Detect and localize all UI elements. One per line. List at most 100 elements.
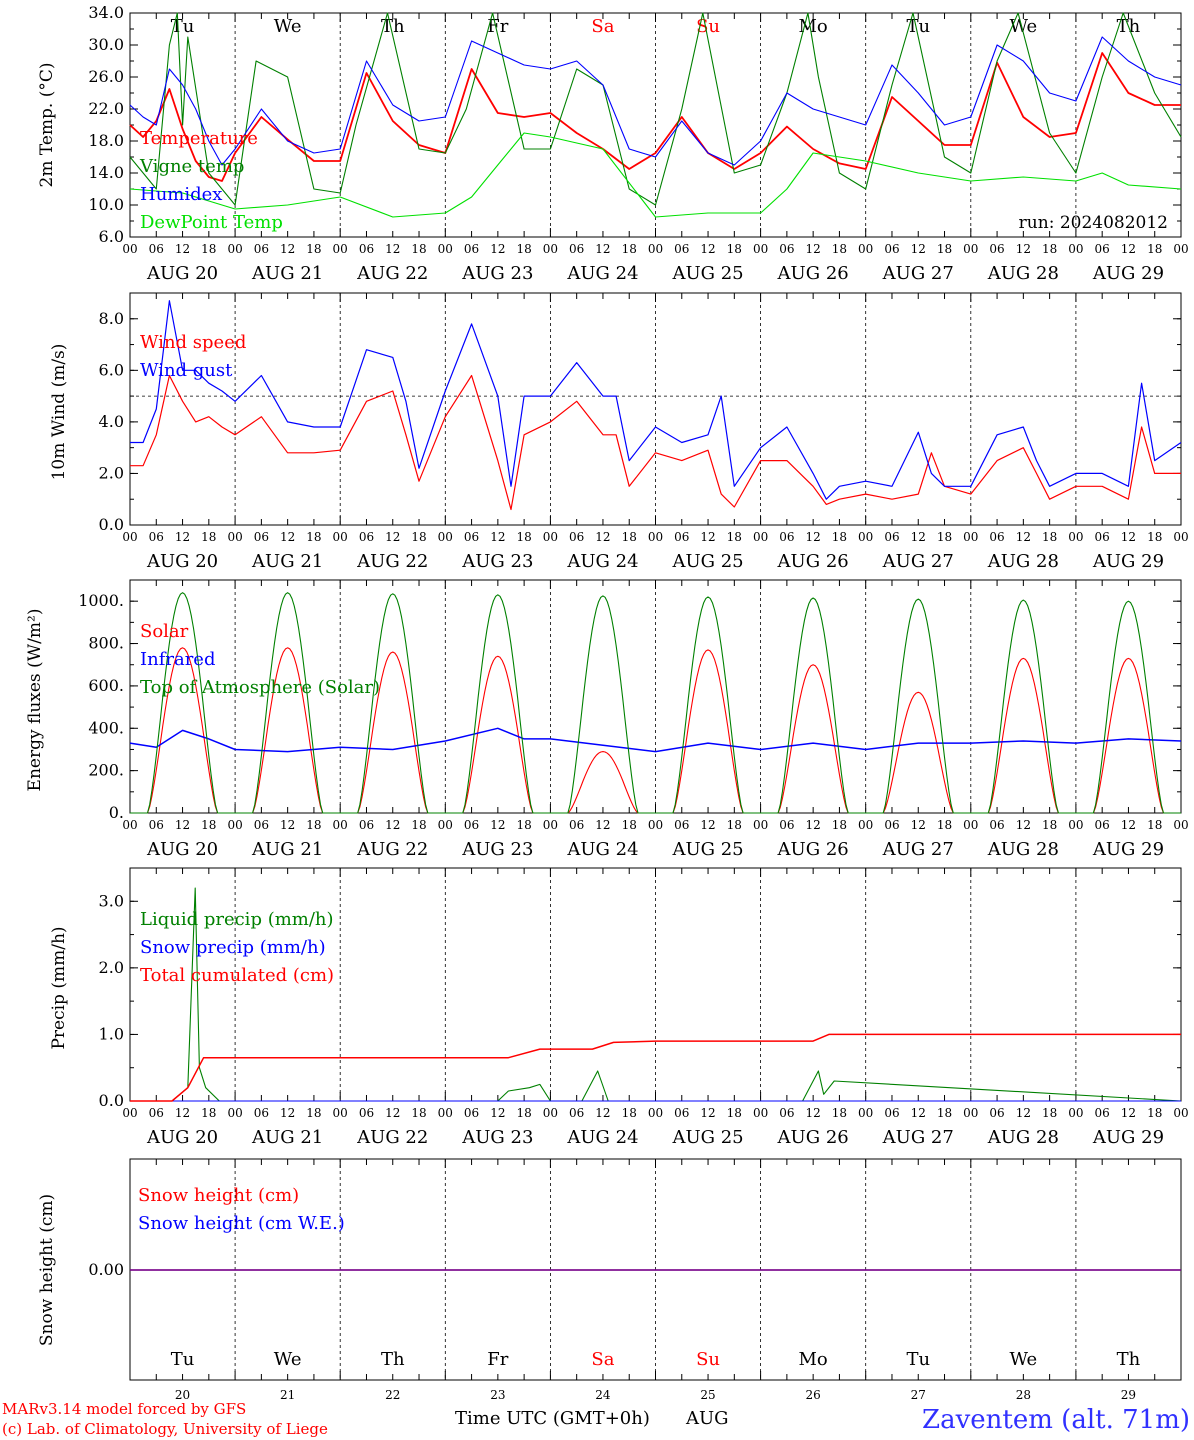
hour-tick-label: 06 [779,530,794,544]
weekday-label: Tu [906,1349,930,1370]
snow-y-axis-title: Snow height (cm) [37,1194,57,1346]
day-label: AUG 27 [882,839,954,860]
hour-tick-label: 06 [989,242,1004,256]
hour-tick-label: 00 [1068,242,1083,256]
precip-y-axis: 0.0 1.0 2.0 3.0 [99,867,1181,1110]
precip-legend: Liquid precip (mm/h) Snow precip (mm/h) To… [140,909,334,986]
day-label: AUG 20 [146,551,218,572]
hour-tick-label: 18 [306,818,321,832]
hour-tick-label: 12 [385,818,400,832]
series-cumul-line [130,1033,1181,1102]
hour-tick-label: 00 [648,530,663,544]
legend-entry: Snow height (cm) [138,1185,299,1206]
temperature-day-grid [234,13,1077,237]
hour-tick-label: 00 [1068,530,1083,544]
station-name: Zaventem (alt. 71m) [922,1405,1190,1435]
temperature-weekday-labels: Tu We Th Fr Sa Su Mo Tu We Th [171,16,1141,37]
hour-tick-label: 12 [700,818,715,832]
series-toa-line [130,592,1181,814]
y-tick-label: 8.0 [99,309,124,328]
hour-tick-label: 12 [595,242,610,256]
precip-day-grid [234,868,1077,1101]
day-label: AUG 28 [987,263,1059,284]
y-tick-label: 34.0 [88,3,124,22]
hour-tick-label: 06 [989,530,1004,544]
hour-tick-label: 06 [569,530,584,544]
hour-tick-label: 18 [727,242,742,256]
day-number-label: 24 [595,1388,611,1402]
weekday-label: We [274,16,302,37]
hour-tick-label: 00 [1068,1106,1083,1120]
y-tick-label: 22.0 [88,99,124,118]
hour-tick-label: 18 [937,1106,952,1120]
weekday-label: We [1010,16,1038,37]
series-dewpoint-line [129,132,1182,218]
hour-tick-label: 00 [333,530,348,544]
hour-tick-label: 06 [149,242,164,256]
y-tick-label: 18.0 [88,131,124,150]
series-humidex-line [129,36,1182,166]
hour-tick-label: 06 [359,242,374,256]
hour-tick-label: 12 [911,242,926,256]
hour-tick-label: 00 [1173,530,1188,544]
legend-entry: Temperature [140,128,258,149]
day-label: AUG 20 [146,839,218,860]
legend-entry: Total cumulated (cm) [140,965,334,986]
y-tick-label: 1000. [78,591,124,610]
hour-tick-label: 18 [727,1106,742,1120]
hour-tick-label: 00 [753,1106,768,1120]
hour-tick-label: 00 [438,818,453,832]
hour-tick-label: 18 [832,818,847,832]
weekday-label: Th [1117,1349,1141,1370]
hour-tick-label: 00 [648,1106,663,1120]
hour-tick-label: 12 [806,242,821,256]
energy-day-grid [234,580,1077,813]
legend-entry: Top of Atmosphere (Solar) [140,677,380,698]
hour-tick-label: 18 [937,242,952,256]
day-label: AUG 21 [251,1127,323,1148]
energy-legend: Solar Infrared Top of Atmosphere (Solar) [140,621,380,698]
y-tick-label: 4.0 [99,412,124,431]
hour-tick-label: 12 [806,530,821,544]
wind-legend: Wind speed Wind gust [140,332,246,381]
hour-tick-label: 06 [359,1106,374,1120]
hour-tick-label: 18 [622,530,637,544]
hour-tick-label: 00 [333,1106,348,1120]
hour-tick-label: 18 [1042,530,1057,544]
day-label: AUG 21 [251,551,323,572]
hour-tick-label: 12 [1016,1106,1031,1120]
hour-tick-label: 18 [622,242,637,256]
footer: MARv3.14 model forced by GFS (c) Lab. of… [2,1400,1190,1438]
weekday-label: Fr [487,1349,508,1370]
hour-tick-label: 00 [122,530,137,544]
wind-panel: 0.0 2.0 4.0 6.0 8.0 00 06 12 18 AUG 20 00 06 12 18 AU… [49,292,1189,572]
precip-series [130,887,1182,1102]
hour-tick-label: 12 [1016,530,1031,544]
hour-tick-label: 00 [648,818,663,832]
temperature-series [129,12,1182,218]
day-label: AUG 22 [356,551,428,572]
day-label: AUG 29 [1092,551,1164,572]
day-label: AUG 23 [461,1127,533,1148]
hour-tick-label: 06 [359,818,374,832]
hour-tick-label: 18 [727,818,742,832]
hour-tick-label: 12 [1121,242,1136,256]
snow-weekday-labels: Tu We Th Fr Sa Su Mo Tu We Th [171,1349,1141,1370]
hour-tick-label: 18 [201,1106,216,1120]
hour-tick-label: 12 [280,818,295,832]
day-label: AUG 22 [356,839,428,860]
weekday-label: Su [696,1349,720,1370]
hour-tick-label: 06 [674,818,689,832]
weekday-label: We [274,1349,302,1370]
wind-day-grid [234,293,1077,525]
hour-tick-label: 00 [753,530,768,544]
weekday-label: Th [381,1349,405,1370]
hour-tick-label: 06 [464,818,479,832]
hour-tick-label: 06 [989,1106,1004,1120]
series-wind-line [130,374,1181,511]
hour-tick-label: 12 [1121,818,1136,832]
day-label: AUG 21 [251,839,323,860]
credit-line-2: (c) Lab. of Climatology, University of L… [2,1420,328,1438]
y-tick-label: 0. [109,803,124,822]
hour-tick-label: 18 [937,818,952,832]
